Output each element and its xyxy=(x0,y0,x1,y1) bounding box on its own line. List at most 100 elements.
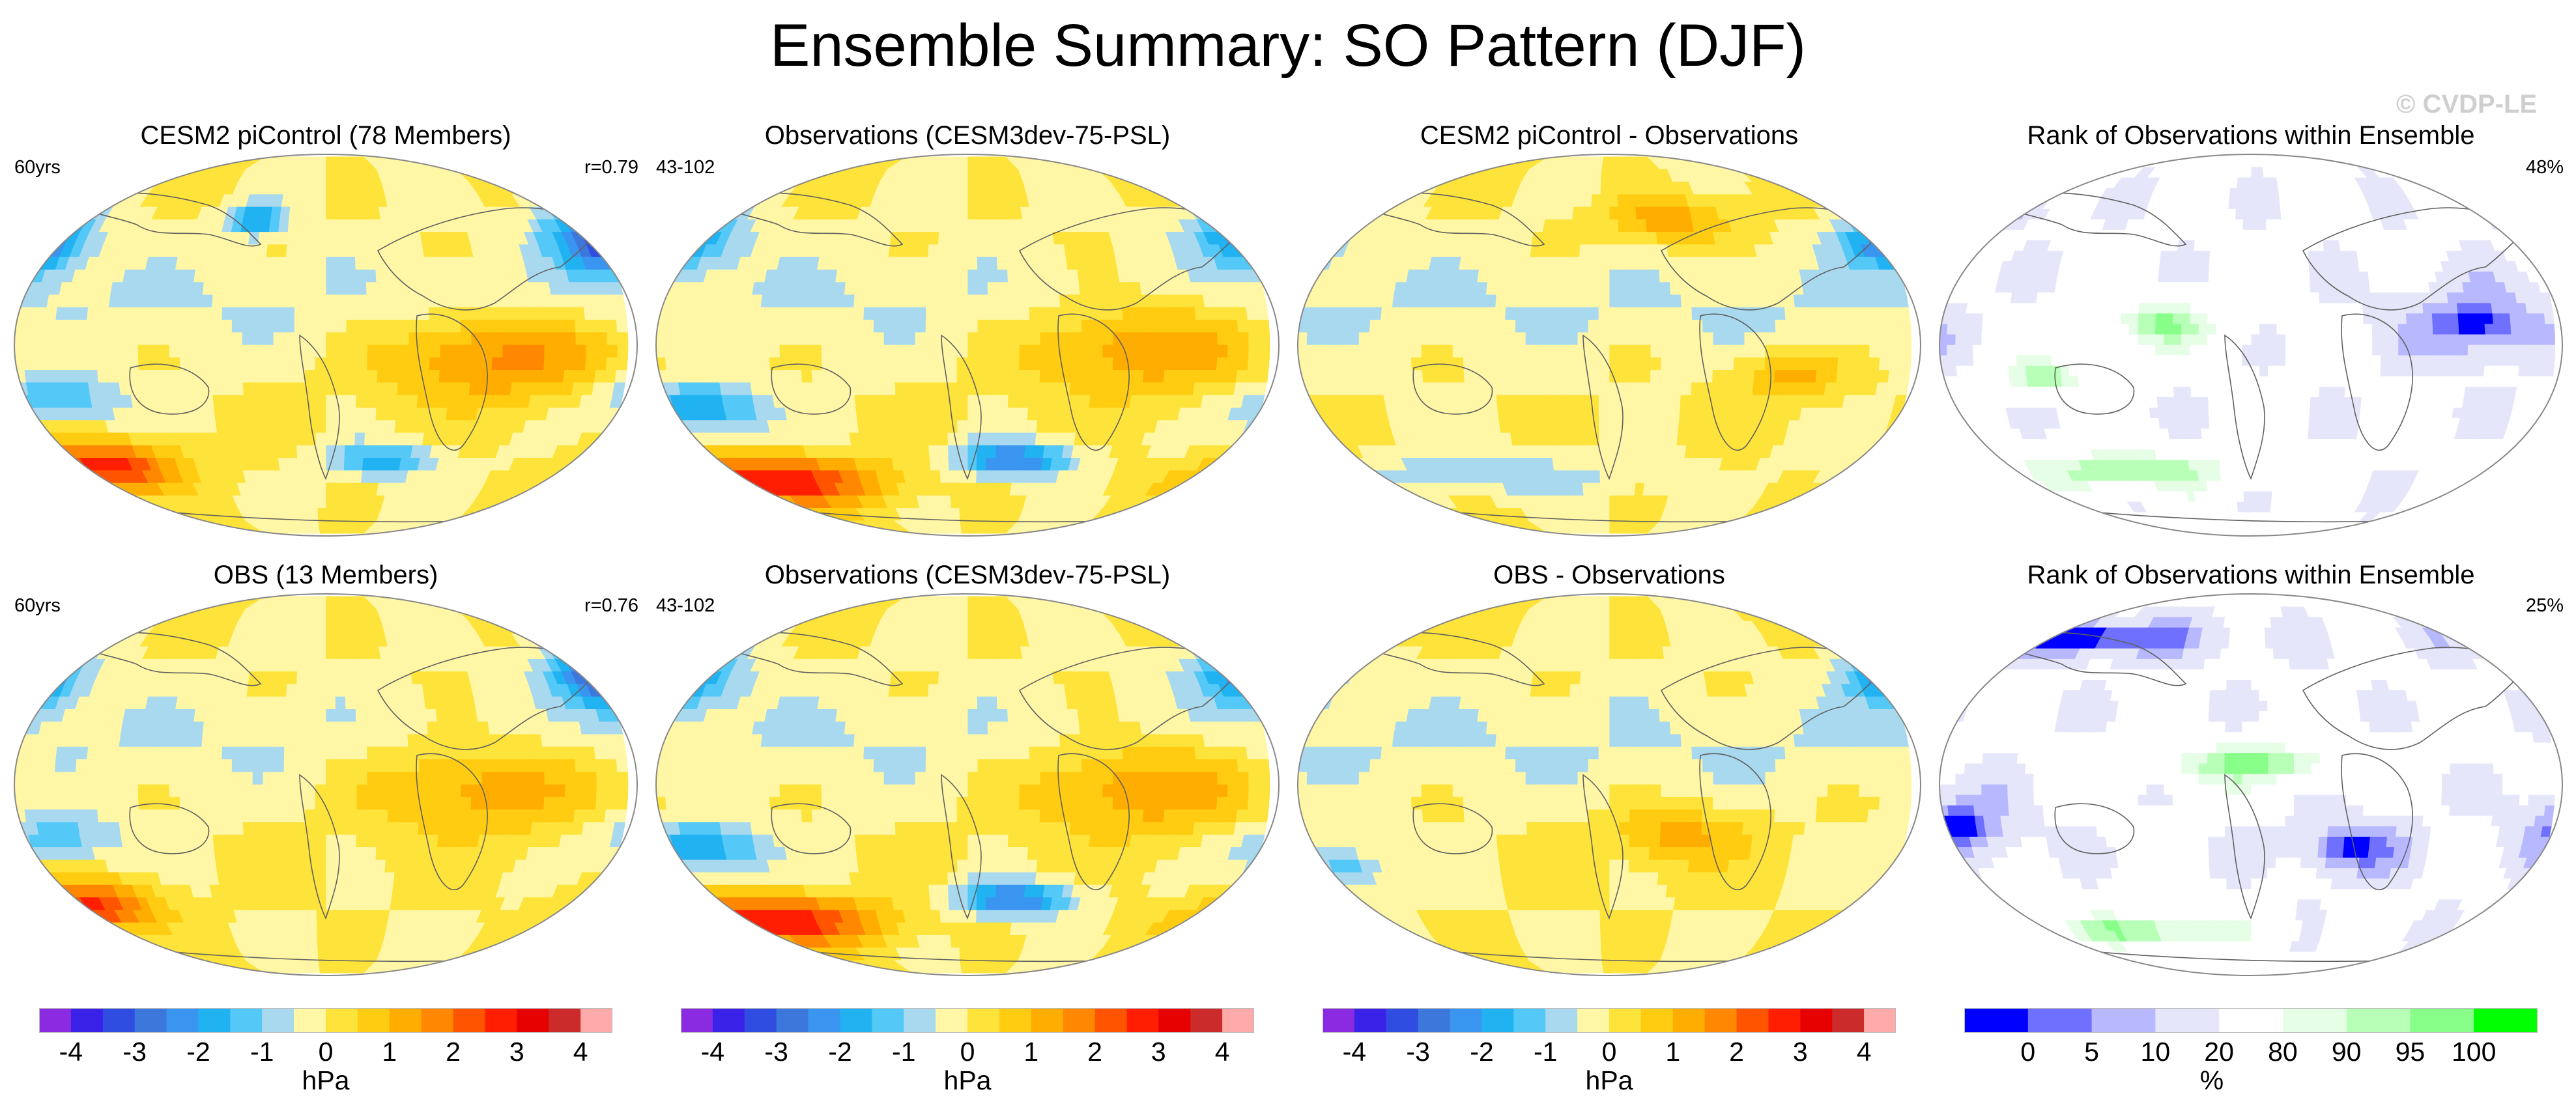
map-border xyxy=(655,593,1280,976)
figure-title: Ensemble Summary: SO Pattern (DJF) xyxy=(770,12,1806,79)
colorbar-swatch xyxy=(134,1008,167,1033)
map-border xyxy=(1297,154,1921,537)
rank-percentage: 48% xyxy=(2525,157,2564,178)
colorbar-tick-label: -2 xyxy=(1470,1037,1494,1067)
colorbar-tick-label: 90 xyxy=(2331,1037,2362,1067)
colorbar-swatch xyxy=(1768,1008,1801,1033)
colorbar-tick-label: -4 xyxy=(1342,1037,1367,1067)
colorbar-swatch xyxy=(198,1008,231,1033)
colorbar-tick-label: -1 xyxy=(891,1037,916,1067)
colorbar-tick-label: 2 xyxy=(1087,1037,1102,1067)
colorbar-swatch xyxy=(1864,1008,1896,1033)
field-grid xyxy=(14,596,629,974)
colorbar-swatch xyxy=(1031,1008,1064,1033)
pattern-correlation: r=0.79 xyxy=(584,157,638,178)
colorbar-swatch xyxy=(1481,1008,1514,1033)
colorbar-tick-label: 1 xyxy=(1665,1037,1681,1067)
colorbar-swatch xyxy=(421,1008,454,1033)
colorbar-swatch xyxy=(936,1008,968,1033)
colorbar-tick-label: 0 xyxy=(318,1037,334,1067)
colorbar-tick-label: -1 xyxy=(250,1037,274,1067)
colorbar-tick-label: 80 xyxy=(2268,1037,2298,1067)
colorbar-unit-label: hPa xyxy=(943,1065,992,1095)
colorbar-swatch xyxy=(326,1008,358,1033)
map-border xyxy=(1297,593,1921,976)
colorbar-swatch xyxy=(904,1008,936,1033)
map-rank-2 xyxy=(1939,593,2563,976)
colorbar-swatch xyxy=(1418,1008,1451,1033)
panel-title: Observations (CESM3dev-75-PSL) xyxy=(764,121,1171,150)
map-border xyxy=(14,593,638,976)
colorbar-swatch xyxy=(1640,1008,1674,1033)
pattern-correlation: r=0.76 xyxy=(584,595,638,616)
field-grid xyxy=(656,596,1270,974)
colorbar-tick-label: 20 xyxy=(2204,1037,2234,1067)
colorbar-tick-label: 0 xyxy=(960,1037,975,1067)
colorbar-swatch xyxy=(681,1008,713,1033)
map-observations-2 xyxy=(655,593,1280,976)
colorbar-swatch xyxy=(1704,1008,1738,1033)
colorbar-swatch xyxy=(39,1008,72,1033)
colorbar-tick-label: -3 xyxy=(764,1037,788,1067)
map-cesm2-picontrol xyxy=(14,154,638,537)
panel-title: Observations (CESM3dev-75-PSL) xyxy=(764,561,1171,589)
colorbar-tick-label: 4 xyxy=(1214,1037,1230,1067)
coastlines xyxy=(1357,192,1884,523)
colorbar-swatch xyxy=(2027,1008,2093,1033)
colorbar-swatch xyxy=(1386,1008,1419,1033)
colorbar-swatch xyxy=(262,1008,294,1033)
field-grid xyxy=(656,156,1270,534)
panel-title: OBS (13 Members) xyxy=(213,561,438,589)
colorbar-pressure xyxy=(39,1008,612,1033)
colorbar-unit-label: hPa xyxy=(1585,1065,1633,1095)
colorbar-swatch xyxy=(2410,1008,2474,1033)
colorbar-swatch xyxy=(580,1008,612,1033)
colorbar-tick-label: -4 xyxy=(59,1037,83,1067)
rank-percentage: 25% xyxy=(2525,595,2564,616)
colorbar-swatch xyxy=(102,1008,136,1033)
map-obs-ensemble xyxy=(14,593,638,976)
colorbar-swatch xyxy=(294,1008,326,1033)
colorbar-swatch xyxy=(1577,1008,1610,1033)
colorbar-swatch xyxy=(1095,1008,1127,1033)
field-grid xyxy=(1298,596,1912,974)
colorbar-swatch xyxy=(967,1008,1000,1033)
colorbar-swatch xyxy=(1190,1008,1223,1033)
map-border xyxy=(1939,154,2563,537)
colorbar-swatch xyxy=(1964,1008,2029,1033)
colorbar-tick-label: 1 xyxy=(1023,1037,1039,1067)
colorbar-swatch xyxy=(1545,1008,1578,1033)
colorbar-tick-label: 95 xyxy=(2395,1037,2426,1067)
colorbar-swatch xyxy=(1158,1008,1191,1033)
colorbar-tick-label: -1 xyxy=(1533,1037,1558,1067)
map-border xyxy=(14,154,638,537)
colorbar-swatch xyxy=(2346,1008,2411,1033)
colorbar-swatch xyxy=(1354,1008,1387,1033)
colorbar-swatch xyxy=(999,1008,1032,1033)
colorbar-pressure xyxy=(681,1008,1254,1033)
panel-title: Rank of Observations within Ensemble xyxy=(2027,561,2475,589)
colorbar-pressure xyxy=(1323,1008,1896,1033)
colorbar-swatch xyxy=(517,1008,549,1033)
colorbar-tick-label: 2 xyxy=(446,1037,461,1067)
colorbar-tick-label: 1 xyxy=(382,1037,397,1067)
colorbar-swatch xyxy=(1323,1008,1355,1033)
colorbar-swatch xyxy=(1736,1008,1769,1033)
colorbar-swatch xyxy=(1513,1008,1546,1033)
colorbar-swatch xyxy=(1063,1008,1096,1033)
colorbar-tick-label: 5 xyxy=(2084,1037,2099,1067)
colorbar-tick-label: -3 xyxy=(122,1037,147,1067)
colorbar-swatch xyxy=(389,1008,422,1033)
colorbar-swatch xyxy=(744,1008,777,1033)
field-grid xyxy=(1939,596,2556,974)
colorbar-unit-label: % xyxy=(2199,1065,2224,1095)
colorbar-tick-label: 4 xyxy=(1856,1037,1872,1067)
coastlines xyxy=(1357,632,1884,962)
field-grid xyxy=(1298,156,1912,534)
colorbar-swatch xyxy=(1126,1008,1159,1033)
period-label: 60yrs xyxy=(14,595,61,616)
colorbar-swatch xyxy=(872,1008,904,1033)
colorbar-tick-label: 100 xyxy=(2452,1037,2497,1067)
colorbar-tick-label: -4 xyxy=(700,1037,725,1067)
period-label: 43-102 xyxy=(656,157,715,178)
